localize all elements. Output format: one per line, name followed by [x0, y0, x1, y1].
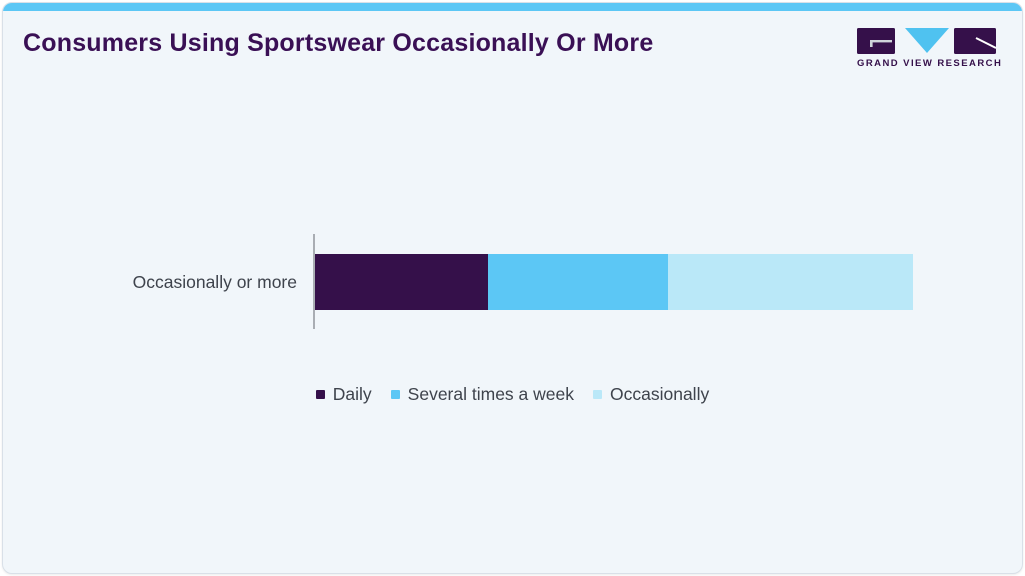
logo-v-triangle — [905, 28, 949, 53]
category-label: Occasionally or more — [132, 272, 297, 292]
logo-r-block — [954, 28, 996, 54]
stacked-bar — [315, 254, 913, 310]
logo-text: GRAND VIEW RESEARCH — [857, 58, 1003, 69]
bar-segment-several-times-a-week — [488, 254, 668, 310]
legend: Daily Several times a week Occasionally — [3, 384, 1022, 404]
gvr-logo-mark — [857, 28, 997, 54]
legend-item-daily: Daily — [315, 384, 372, 404]
y-axis-line — [313, 234, 315, 329]
legend-label: Several times a week — [407, 384, 574, 404]
logo-g-hook — [870, 40, 873, 47]
top-accent-bar — [3, 3, 1022, 11]
bar-segment-occasionally — [667, 254, 913, 310]
legend-marker-daily — [315, 389, 325, 399]
legend-label: Occasionally — [610, 384, 710, 404]
logo-g-bar — [870, 40, 892, 43]
logo-r-leg — [975, 37, 997, 49]
legend-marker-occasionally — [593, 389, 602, 399]
legend-label: Daily — [332, 384, 372, 404]
gvr-logo: GRAND VIEW RESEARCH — [857, 28, 1003, 69]
legend-item-occasionally: Occasionally — [593, 384, 709, 404]
legend-marker-several-times-a-week — [390, 389, 400, 399]
bar-segment-daily — [315, 254, 489, 310]
page-title: Consumers Using Sportswear Occasionally … — [23, 29, 654, 57]
legend-item-several-times-a-week: Several times a week — [390, 384, 574, 404]
